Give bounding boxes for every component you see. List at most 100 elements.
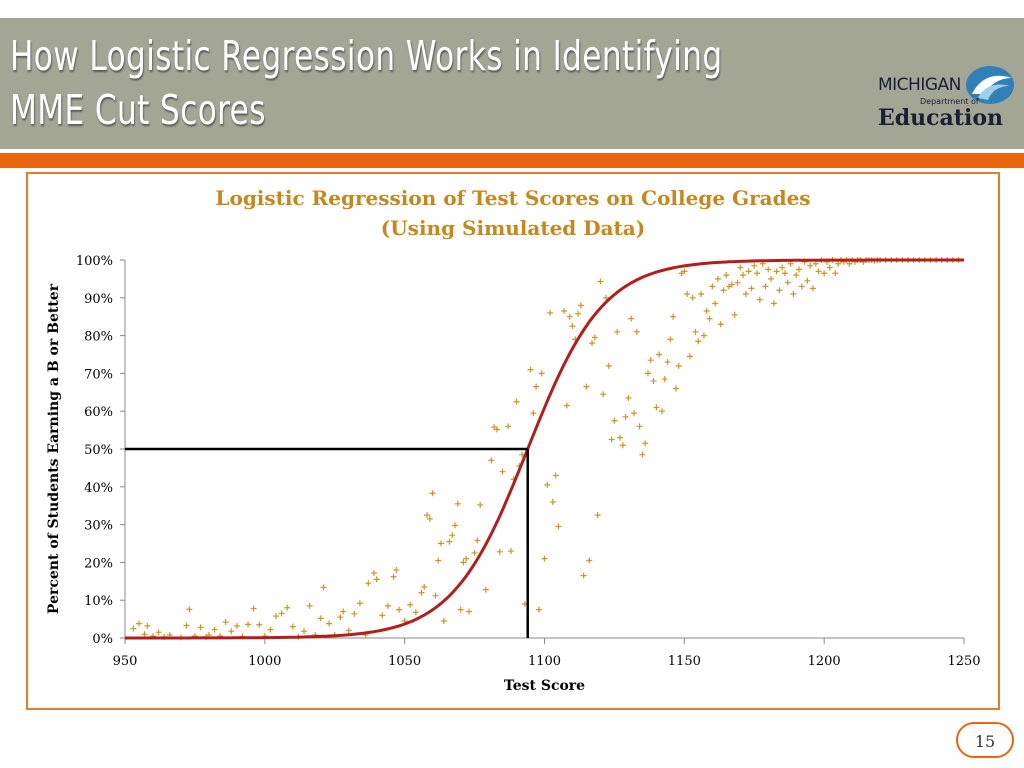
data-point xyxy=(625,394,632,401)
chart-frame: Logistic Regression of Test Scores on Co… xyxy=(26,172,1000,710)
data-point xyxy=(463,555,470,562)
data-point xyxy=(709,283,716,290)
data-point xyxy=(686,353,693,360)
data-point xyxy=(647,357,654,364)
data-point xyxy=(636,423,643,430)
logo-department-text: Department of xyxy=(920,97,979,106)
data-point xyxy=(675,362,682,369)
data-point xyxy=(622,413,629,420)
data-point xyxy=(656,351,663,358)
data-point xyxy=(734,279,741,286)
data-point xyxy=(770,300,777,307)
data-point xyxy=(644,370,651,377)
data-point xyxy=(748,285,755,292)
data-point xyxy=(703,308,710,315)
logo-michigan-text: MICHIGAN xyxy=(878,75,961,95)
data-point xyxy=(186,606,193,613)
data-point xyxy=(793,272,800,279)
scatter-plot: 0% 10% 20% 30% 40% 50% 60% 70% 80% 90% 100% 950 100… xyxy=(46,254,981,694)
data-point xyxy=(379,612,386,619)
data-point xyxy=(541,555,548,562)
data-point xyxy=(418,589,425,596)
data-point xyxy=(547,309,554,316)
data-point xyxy=(393,566,400,573)
data-point xyxy=(742,291,749,298)
data-point xyxy=(482,586,489,593)
data-point xyxy=(695,338,702,345)
data-point xyxy=(795,266,802,273)
y-tick-label: 70% xyxy=(84,367,113,382)
y-tick-label: 40% xyxy=(84,481,113,496)
data-point xyxy=(505,423,512,430)
data-point xyxy=(737,264,744,271)
data-point xyxy=(776,287,783,294)
data-point xyxy=(630,410,637,417)
data-point xyxy=(700,332,707,339)
data-points xyxy=(130,257,962,641)
data-point xyxy=(575,310,582,317)
data-point xyxy=(384,602,391,609)
data-point xyxy=(365,580,372,587)
data-point xyxy=(471,549,478,556)
data-point xyxy=(809,285,816,292)
data-point xyxy=(440,617,447,624)
data-point xyxy=(488,457,495,464)
data-point xyxy=(426,515,433,522)
data-point xyxy=(670,313,677,320)
data-point xyxy=(728,281,735,288)
y-tick-label: 100% xyxy=(76,254,113,269)
data-point xyxy=(580,572,587,579)
data-point xyxy=(421,583,428,590)
data-point xyxy=(768,275,775,282)
y-tick-label: 30% xyxy=(84,519,113,534)
data-point xyxy=(821,270,828,277)
michigan-swirl-icon xyxy=(966,66,1014,104)
data-point xyxy=(667,336,674,343)
data-point xyxy=(577,302,584,309)
y-tick-label: 0% xyxy=(92,632,113,647)
data-point xyxy=(552,472,559,479)
data-point xyxy=(689,294,696,301)
data-point xyxy=(790,291,797,298)
data-point xyxy=(300,628,307,635)
data-point xyxy=(533,383,540,390)
data-point xyxy=(807,262,814,269)
data-point xyxy=(245,621,252,628)
slide-title-line1: How Logistic Regression Works in Identif… xyxy=(10,32,723,80)
data-point xyxy=(351,610,358,617)
data-point xyxy=(717,321,724,328)
data-point xyxy=(754,270,761,277)
data-point xyxy=(672,385,679,392)
data-point xyxy=(653,404,660,411)
data-point xyxy=(658,408,665,415)
x-tick-label: 1100 xyxy=(528,654,561,669)
data-point xyxy=(731,311,738,318)
y-axis-ticks: 0% 10% 20% 30% 40% 50% 60% 70% 80% 90% 100% xyxy=(76,254,125,647)
data-point xyxy=(340,608,347,615)
x-tick-label: 1050 xyxy=(388,654,421,669)
data-point xyxy=(233,622,240,629)
data-point xyxy=(639,451,646,458)
x-tick-label: 1200 xyxy=(808,654,841,669)
data-point xyxy=(432,592,439,599)
data-point xyxy=(370,569,377,576)
data-point xyxy=(804,277,811,284)
data-point xyxy=(155,629,162,636)
logistic-curve xyxy=(125,258,964,640)
data-point xyxy=(454,500,461,507)
data-point xyxy=(317,615,324,622)
data-point xyxy=(756,296,763,303)
data-point xyxy=(714,275,721,282)
data-point xyxy=(619,442,626,449)
x-tick-label: 1000 xyxy=(248,654,281,669)
data-point xyxy=(496,548,503,555)
data-point xyxy=(611,417,618,424)
y-tick-label: 60% xyxy=(84,405,113,420)
data-point xyxy=(720,287,727,294)
data-point xyxy=(273,613,280,620)
data-point xyxy=(250,605,257,612)
data-point xyxy=(712,300,719,307)
data-point xyxy=(569,323,576,330)
data-point xyxy=(135,620,142,627)
data-point xyxy=(664,359,671,366)
